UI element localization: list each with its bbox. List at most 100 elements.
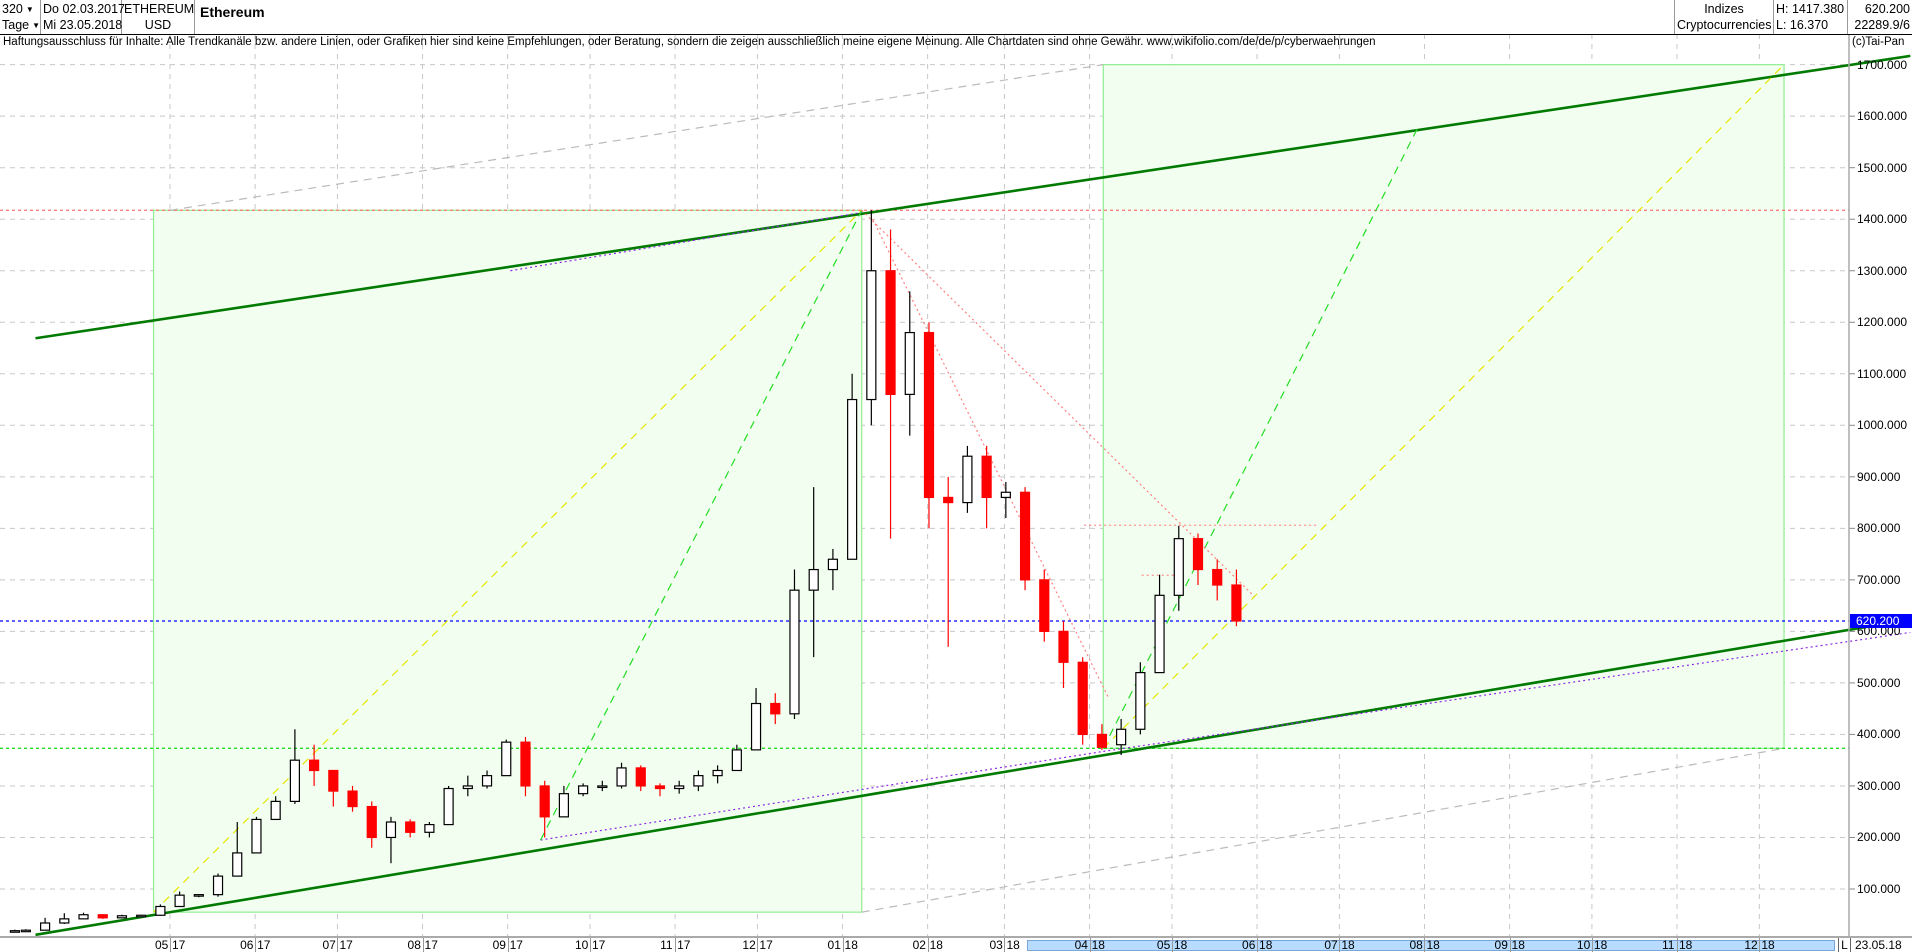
x-tick-year: 18 bbox=[1677, 938, 1693, 952]
candle bbox=[270, 800, 281, 821]
candle bbox=[443, 787, 454, 826]
x-tick-month: 08 bbox=[1409, 938, 1423, 952]
copyright: (c)Tai-Pan bbox=[1852, 36, 1905, 48]
subgroup: Cryptocurrencies bbox=[1677, 18, 1772, 32]
y-tick-label: 800.000 bbox=[1857, 521, 1901, 536]
x-tick-month: 05 bbox=[1156, 938, 1171, 952]
date-range-cell[interactable]: Do 02.03.2017 Mi 23.05.2018 bbox=[41, 0, 126, 34]
x-tick-year: 18 bbox=[1759, 938, 1775, 952]
candle bbox=[405, 821, 416, 833]
candle bbox=[174, 894, 185, 908]
y-tick-label: 1600.000 bbox=[1857, 109, 1908, 124]
candle bbox=[558, 793, 570, 818]
chevron-down-icon[interactable]: ▼ bbox=[25, 4, 34, 14]
candle bbox=[9, 930, 20, 933]
x-tick-year: 18 bbox=[1257, 938, 1273, 952]
trendline-grey-bottom bbox=[861, 747, 1785, 913]
x-tick-year: 18 bbox=[842, 938, 858, 952]
candle bbox=[866, 270, 877, 401]
x-tick-month: 05 bbox=[155, 938, 169, 952]
candle bbox=[309, 759, 320, 772]
x-tick-month: 01 bbox=[827, 938, 841, 952]
candle bbox=[1116, 728, 1127, 746]
x-tick-year: 17 bbox=[337, 938, 353, 952]
x-tick-month: 11 bbox=[660, 938, 673, 952]
candles bbox=[9, 210, 1242, 933]
candle bbox=[366, 805, 377, 839]
trendline-lower-channel bbox=[35, 618, 1911, 937]
axis-mode-button[interactable]: L bbox=[1838, 938, 1851, 952]
group: Indizes bbox=[1704, 2, 1744, 16]
date-from[interactable]: Do 02.03.2017 bbox=[43, 2, 126, 16]
candle bbox=[520, 741, 531, 787]
period-cell[interactable]: 320 ▼ Tage ▼ bbox=[0, 0, 41, 34]
candle bbox=[1192, 538, 1204, 571]
trendline-grey-top bbox=[169, 64, 1104, 211]
candle bbox=[770, 702, 781, 715]
current-price-label: 620.200 bbox=[1850, 613, 1912, 628]
y-tick-label: 100.000 bbox=[1857, 881, 1901, 896]
candle bbox=[1019, 491, 1031, 581]
disclaimer: Haftungsausschluss für Inhalte: Alle Tre… bbox=[3, 36, 1376, 48]
y-tick-label: 400.000 bbox=[1857, 727, 1901, 742]
x-tick-year: 17 bbox=[255, 938, 271, 952]
candle bbox=[616, 767, 627, 787]
trendline-purple-lower-2 bbox=[1103, 631, 1911, 753]
x-tick-year: 17 bbox=[170, 938, 186, 952]
candle bbox=[289, 759, 300, 802]
x-tick-year: 18 bbox=[927, 938, 943, 952]
candle bbox=[212, 875, 224, 896]
y-tick-label: 1100.000 bbox=[1857, 366, 1907, 381]
unit-select[interactable]: Tage ▼ bbox=[2, 17, 41, 33]
period-select[interactable]: 320 ▼ bbox=[2, 1, 38, 17]
candle bbox=[1154, 594, 1165, 674]
candle bbox=[193, 894, 204, 897]
low-value: L: 16.370 bbox=[1776, 18, 1829, 32]
y-tick-label: 1400.000 bbox=[1857, 212, 1908, 227]
trendline-yellow-2 bbox=[1102, 64, 1785, 749]
candle bbox=[1039, 579, 1050, 632]
candle bbox=[943, 496, 954, 504]
high-low-cell: H: 1417.380 L: 16.370 bbox=[1774, 0, 1848, 34]
candle bbox=[578, 785, 589, 795]
header-bar: 320 ▼ Tage ▼ Do 02.03.2017 Mi 23.05.2018 E… bbox=[0, 0, 1912, 35]
x-tick-year: 18 bbox=[1424, 938, 1440, 952]
date-axis[interactable]: 05 17 06 17 07 17 08 17 09 17 10 17 11 17 12 17 01 18 02 18… bbox=[0, 936, 1912, 952]
x-tick-month: 10 bbox=[574, 938, 589, 952]
x-tick-year: 18 bbox=[1509, 938, 1525, 952]
candle bbox=[116, 915, 128, 919]
candle bbox=[1000, 491, 1011, 499]
candle bbox=[462, 785, 473, 790]
candle bbox=[39, 922, 51, 931]
visible-range-scrollbar[interactable] bbox=[1027, 940, 1835, 951]
x-tick-year: 17 bbox=[507, 938, 523, 952]
candle bbox=[750, 702, 762, 751]
candle bbox=[827, 558, 839, 571]
candle bbox=[1135, 671, 1146, 730]
x-tick-month: 11 bbox=[1662, 938, 1675, 952]
chevron-down-icon[interactable]: ▼ bbox=[32, 20, 41, 30]
date-to[interactable]: Mi 23.05.2018 bbox=[43, 18, 123, 32]
candle bbox=[808, 568, 819, 591]
y-tick-label: 1000.000 bbox=[1857, 418, 1908, 433]
y-tick-label: 1700.000 bbox=[1857, 57, 1908, 72]
x-tick-year: 17 bbox=[589, 938, 606, 952]
y-tick-label: 1500.000 bbox=[1857, 160, 1908, 175]
y-tick-label: 600.000 bbox=[1857, 624, 1901, 639]
x-tick-year: 17 bbox=[757, 938, 773, 952]
last-cell: 620.200 22289.9/6 bbox=[1848, 0, 1912, 34]
candle bbox=[385, 821, 397, 839]
x-tick-month: 12 bbox=[742, 938, 756, 952]
trendline-red-1 bbox=[861, 209, 1255, 597]
candle bbox=[78, 914, 89, 920]
candle bbox=[1173, 538, 1184, 596]
x-tick-month: 09 bbox=[1494, 938, 1508, 952]
period-value: 320 bbox=[2, 2, 23, 16]
candle bbox=[232, 852, 243, 877]
last-value: 620.200 bbox=[1864, 2, 1910, 16]
x-tick-month: 09 bbox=[492, 938, 506, 952]
x-tick-month: 07 bbox=[1324, 938, 1338, 952]
x-tick-month: 08 bbox=[407, 938, 421, 952]
candle bbox=[904, 331, 915, 395]
